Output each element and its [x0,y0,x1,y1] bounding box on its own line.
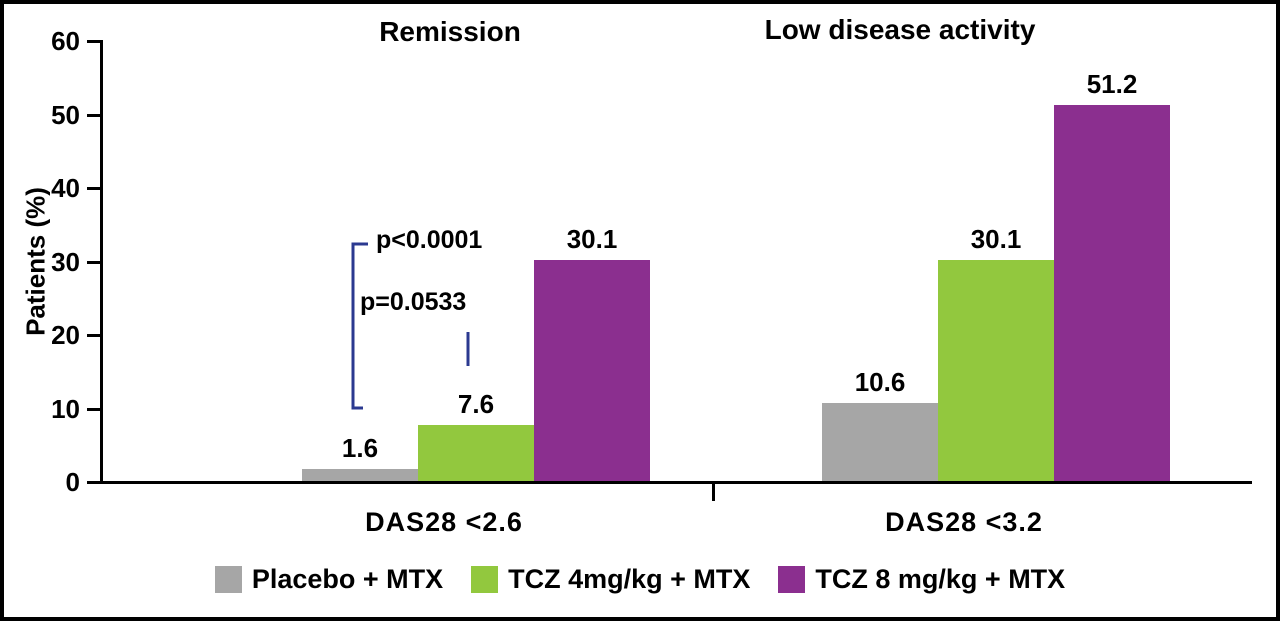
x-group-label: DAS28 <2.6 [365,507,523,537]
legend: Placebo + MTX TCZ 4mg/kg + MTX TCZ 8 mg/kg… [4,564,1276,595]
y-tick-mark [87,40,100,43]
panel-title-low-disease-activity: Low disease activity [764,14,1036,45]
y-axis-line [100,40,103,484]
bar [822,403,938,481]
legend-label: Placebo + MTX [251,564,444,594]
legend-label: TCZ 4mg/kg + MTX [508,564,751,594]
p-value-label: p=0.0533 [360,288,467,316]
x-group-label: DAS28 <3.2 [885,507,1043,537]
bar-value-label: 1.6 [341,433,379,464]
legend-item: Placebo + MTX [214,564,444,595]
y-tick-label: 40 [51,173,80,203]
y-tick-label: 10 [51,393,80,424]
y-tick-mark [87,407,100,411]
bar-value-label: 30.1 [566,223,618,254]
y-tick-mark [87,481,100,484]
y-tick-mark [87,113,100,117]
bar [302,469,418,481]
y-tick-label: 30 [51,246,80,277]
bar [534,259,650,481]
y-tick-label: 50 [51,99,80,130]
bar [938,259,1054,481]
y-tick-label: 60 [51,26,80,56]
y-tick-label: 0 [65,467,80,497]
legend-item: TCZ 4mg/kg + MTX [471,564,750,595]
legend-label: TCZ 8 mg/kg + MTX [815,564,1066,594]
legend-swatch [778,566,806,593]
plot-area: 0 10 20 30 40 50 60 1.6 10.6 7.6 30.1 30.1 51.2 DAS28… [4,4,1276,617]
bar-value-label: 51.2 [1086,68,1138,99]
y-tick-mark [87,187,100,190]
x-axis-divider-tick [712,481,715,501]
panel-title-remission: Remission [379,16,521,47]
bar [418,425,534,481]
bar-value-label: 10.6 [854,367,906,398]
bar [1054,104,1170,481]
p-value-label: p<0.0001 [376,226,483,254]
bar-value-label: 7.6 [457,389,495,420]
y-tick-mark [87,334,100,337]
legend-swatch [214,566,242,593]
legend-swatch [471,566,499,593]
bar-value-label: 30.1 [970,223,1022,254]
legend-item: TCZ 8 mg/kg + MTX [778,564,1065,595]
y-tick-mark [87,260,100,264]
x-axis-line [100,481,1252,484]
y-tick-label: 20 [51,320,80,350]
